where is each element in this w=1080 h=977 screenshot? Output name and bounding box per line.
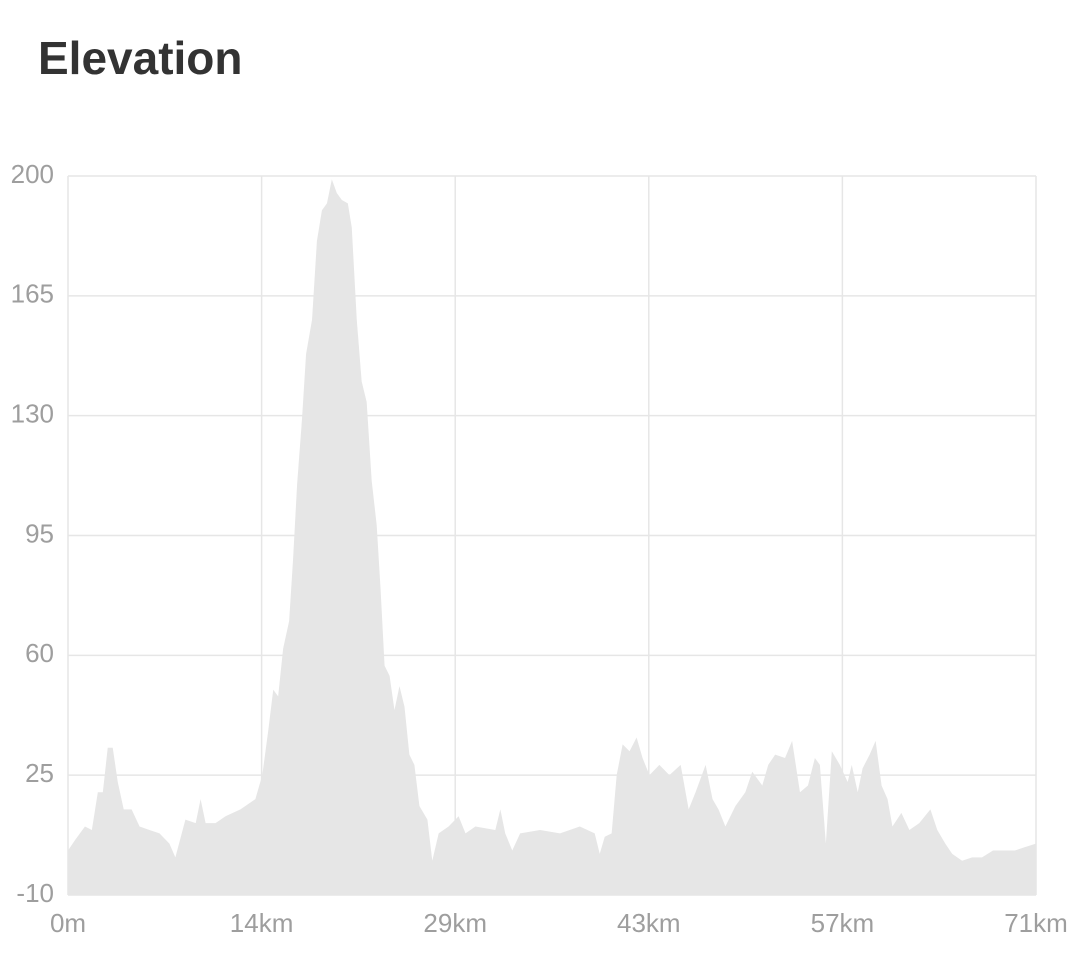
y-tick-label: -10 xyxy=(16,878,54,908)
y-tick-label: 200 xyxy=(11,159,54,189)
y-tick-label: 165 xyxy=(11,279,54,309)
x-tick-label: 43km xyxy=(617,908,681,938)
y-tick-label: 95 xyxy=(25,518,54,548)
y-tick-label: 25 xyxy=(25,758,54,788)
y-tick-label: 60 xyxy=(25,638,54,668)
x-tick-label: 0m xyxy=(50,908,86,938)
x-tick-label: 14km xyxy=(230,908,294,938)
x-tick-label: 57km xyxy=(811,908,875,938)
chart-title: Elevation xyxy=(38,32,243,84)
x-tick-label: 71km xyxy=(1004,908,1068,938)
y-tick-label: 130 xyxy=(11,399,54,429)
elevation-area xyxy=(68,179,1036,895)
x-tick-label: 29km xyxy=(423,908,487,938)
